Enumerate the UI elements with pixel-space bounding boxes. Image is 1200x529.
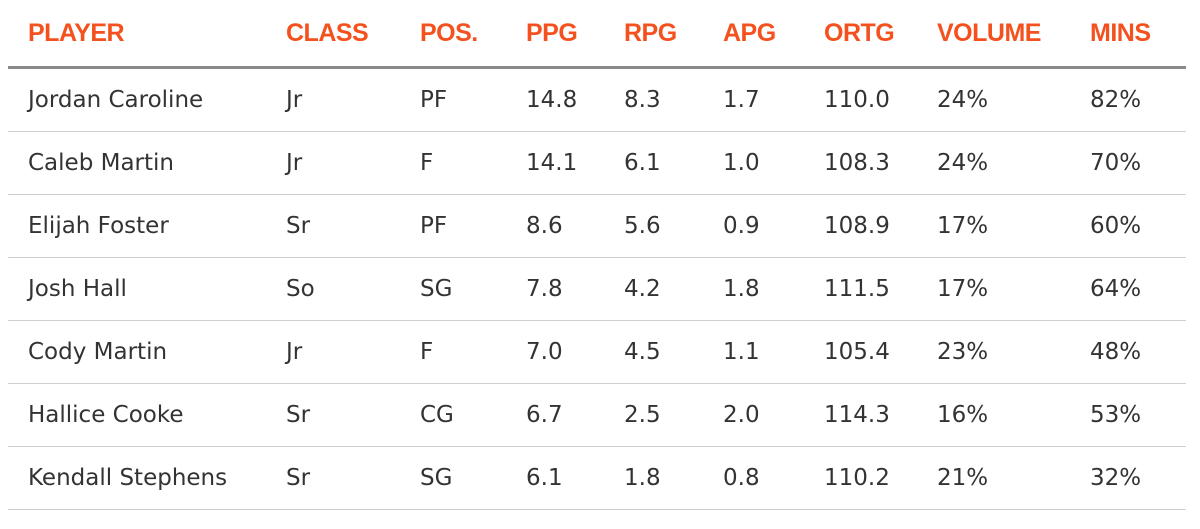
- mins-cell: 48%: [1090, 320, 1186, 384]
- ortg-cell: 111.5: [824, 257, 937, 321]
- volume-cell: 23%: [937, 320, 1090, 384]
- table-row: Caleb Martin Jr F 14.1 6.1 1.0 108.3 24% 70%: [8, 131, 1186, 195]
- player-name-cell: Hallice Cooke: [8, 383, 286, 447]
- table-row: Kendall Stephens Sr SG 6.1 1.8 0.8 110.2 21% 32%: [8, 446, 1186, 510]
- ppg-cell: 7.8: [526, 257, 624, 321]
- ortg-cell: 108.9: [824, 194, 937, 258]
- ortg-cell: 110.0: [824, 67, 937, 132]
- player-name-cell: Kendall Stephens: [8, 446, 286, 510]
- mins-cell: 32%: [1090, 446, 1186, 510]
- player-name-cell: Josh Hall: [8, 257, 286, 321]
- volume-cell: 17%: [937, 194, 1090, 258]
- column-header: RPG: [624, 0, 723, 69]
- rpg-cell: 1.8: [624, 446, 723, 510]
- ortg-cell: 114.3: [824, 383, 937, 447]
- volume-cell: 21%: [937, 446, 1090, 510]
- column-header: APG: [723, 0, 824, 69]
- volume-cell: 24%: [937, 67, 1090, 132]
- player-name-cell: Caleb Martin: [8, 131, 286, 195]
- player-name-cell: Cody Martin: [8, 320, 286, 384]
- table-body: Jordan Caroline Jr PF 14.8 8.3 1.7 110.0 24% 82%…: [8, 67, 1186, 510]
- player-name-cell: Jordan Caroline: [8, 67, 286, 132]
- rpg-cell: 5.6: [624, 194, 723, 258]
- position-cell: PF: [420, 67, 526, 132]
- rpg-cell: 8.3: [624, 67, 723, 132]
- mins-cell: 53%: [1090, 383, 1186, 447]
- class-cell: Jr: [286, 67, 420, 132]
- apg-cell: 1.7: [723, 67, 824, 132]
- ortg-cell: 110.2: [824, 446, 937, 510]
- table-row: Jordan Caroline Jr PF 14.8 8.3 1.7 110.0 24% 82%: [8, 67, 1186, 132]
- mins-cell: 70%: [1090, 131, 1186, 195]
- column-header: PLAYER: [8, 0, 286, 69]
- class-cell: So: [286, 257, 420, 321]
- volume-cell: 16%: [937, 383, 1090, 447]
- apg-cell: 0.9: [723, 194, 824, 258]
- apg-cell: 0.8: [723, 446, 824, 510]
- ppg-cell: 6.1: [526, 446, 624, 510]
- column-header: VOLUME: [937, 0, 1090, 69]
- column-header: POS.: [420, 0, 526, 69]
- volume-cell: 17%: [937, 257, 1090, 321]
- apg-cell: 1.1: [723, 320, 824, 384]
- column-header: PPG: [526, 0, 624, 69]
- ppg-cell: 14.1: [526, 131, 624, 195]
- position-cell: F: [420, 131, 526, 195]
- class-cell: Sr: [286, 194, 420, 258]
- class-cell: Jr: [286, 320, 420, 384]
- position-cell: PF: [420, 194, 526, 258]
- volume-cell: 24%: [937, 131, 1090, 195]
- ppg-cell: 8.6: [526, 194, 624, 258]
- table-row: Elijah Foster Sr PF 8.6 5.6 0.9 108.9 17% 60%: [8, 194, 1186, 258]
- column-header: MINS: [1090, 0, 1186, 69]
- rpg-cell: 6.1: [624, 131, 723, 195]
- position-cell: F: [420, 320, 526, 384]
- column-header: CLASS: [286, 0, 420, 69]
- rpg-cell: 4.2: [624, 257, 723, 321]
- ortg-cell: 105.4: [824, 320, 937, 384]
- table-row: Cody Martin Jr F 7.0 4.5 1.1 105.4 23% 48%: [8, 320, 1186, 384]
- column-header: ORTG: [824, 0, 937, 69]
- apg-cell: 1.8: [723, 257, 824, 321]
- position-cell: CG: [420, 383, 526, 447]
- class-cell: Sr: [286, 383, 420, 447]
- player-stats-table: PLAYER CLASS POS. PPG RPG APG ORTG VOLUM…: [8, 0, 1186, 510]
- position-cell: SG: [420, 446, 526, 510]
- apg-cell: 1.0: [723, 131, 824, 195]
- mins-cell: 82%: [1090, 67, 1186, 132]
- mins-cell: 60%: [1090, 194, 1186, 258]
- player-name-cell: Elijah Foster: [8, 194, 286, 258]
- mins-cell: 64%: [1090, 257, 1186, 321]
- position-cell: SG: [420, 257, 526, 321]
- rpg-cell: 4.5: [624, 320, 723, 384]
- apg-cell: 2.0: [723, 383, 824, 447]
- ppg-cell: 14.8: [526, 67, 624, 132]
- ppg-cell: 7.0: [526, 320, 624, 384]
- table-row: Hallice Cooke Sr CG 6.7 2.5 2.0 114.3 16% 53%: [8, 383, 1186, 447]
- rpg-cell: 2.5: [624, 383, 723, 447]
- table-row: Josh Hall So SG 7.8 4.2 1.8 111.5 17% 64%: [8, 257, 1186, 321]
- class-cell: Sr: [286, 446, 420, 510]
- ortg-cell: 108.3: [824, 131, 937, 195]
- header-row: PLAYER CLASS POS. PPG RPG APG ORTG VOLUM…: [8, 0, 1186, 69]
- class-cell: Jr: [286, 131, 420, 195]
- ppg-cell: 6.7: [526, 383, 624, 447]
